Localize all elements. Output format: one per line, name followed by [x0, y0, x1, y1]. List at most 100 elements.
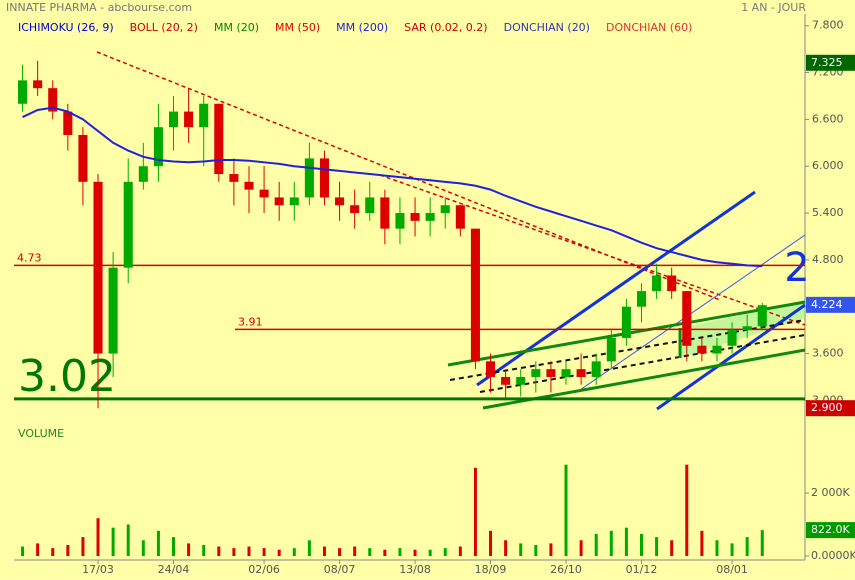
price-tag-label: 7.325	[811, 56, 843, 69]
volume-bar	[428, 549, 432, 556]
x-tick-label: 24/04	[158, 563, 190, 576]
level-label: 3.91	[238, 315, 263, 328]
candle-body	[244, 181, 254, 190]
volume-bar	[21, 546, 25, 556]
candle-body	[667, 275, 677, 292]
candle-body	[229, 174, 239, 182]
volume-bar	[141, 540, 145, 556]
trend-line	[379, 174, 806, 326]
volume-bar	[534, 544, 538, 556]
trend-line	[656, 303, 806, 411]
x-tick-label: 13/08	[399, 563, 431, 576]
candle-body	[63, 111, 73, 135]
candle-body	[621, 306, 631, 338]
candle-body	[184, 111, 194, 128]
x-tick-label: 26/10	[550, 563, 582, 576]
candle-body	[335, 197, 345, 206]
volume-bar	[473, 467, 477, 556]
legend-entry: SAR (0.02, 0.2)	[404, 21, 487, 34]
legend-entry: DONCHIAN (60)	[606, 21, 692, 34]
volume-bar	[549, 543, 553, 556]
y-tick-label: 4.800	[812, 253, 844, 266]
candle-body	[153, 127, 163, 167]
volume-bar	[519, 543, 523, 556]
candle-body	[501, 376, 511, 385]
candle-body	[199, 103, 209, 128]
volume-bar	[715, 540, 719, 556]
candle-body	[123, 181, 133, 268]
volume-bar	[322, 546, 326, 556]
volume-bar	[383, 549, 387, 556]
volume-bar	[670, 540, 674, 556]
candle-body	[319, 158, 329, 198]
x-tick-label: 02/06	[248, 563, 280, 576]
volume-bar	[217, 546, 221, 556]
x-tick-label: 08/01	[716, 563, 748, 576]
volume-bar	[609, 530, 613, 556]
candle-body	[93, 181, 103, 354]
volume-bar	[232, 548, 236, 556]
volume-bar	[594, 533, 598, 556]
volume-bar	[111, 527, 115, 556]
volume-bar	[202, 544, 206, 556]
volume-bar	[489, 530, 493, 556]
candle-body	[576, 369, 586, 377]
volume-bar	[685, 464, 689, 556]
candle-body	[304, 158, 314, 198]
volume-bar	[66, 544, 70, 556]
candle-body	[591, 361, 601, 377]
candle-body	[470, 228, 480, 362]
legend-entry: ICHIMOKU (26, 9)	[18, 21, 114, 34]
candle-body	[78, 134, 88, 182]
candle-body	[365, 197, 375, 214]
volume-bar	[760, 530, 764, 556]
candle-body	[652, 275, 662, 292]
candle-body	[214, 103, 224, 175]
candle-body	[18, 80, 28, 104]
trend-line	[479, 334, 806, 393]
trend-line	[579, 234, 806, 391]
volume-bar	[187, 543, 191, 556]
price-tag	[806, 522, 855, 539]
candle-body	[410, 213, 420, 221]
candle-body	[561, 369, 571, 377]
volume-bar	[51, 548, 55, 556]
candle-body	[48, 88, 58, 112]
candle-body	[108, 267, 118, 354]
candle-body	[440, 205, 450, 214]
volume-bar	[81, 537, 85, 556]
volume-bar	[413, 549, 417, 556]
candle-body	[425, 213, 435, 221]
volume-bar	[353, 546, 357, 556]
volume-bar	[564, 464, 568, 556]
level-label: 4.73	[17, 251, 42, 264]
volume-bar	[368, 548, 372, 556]
candle-body	[455, 205, 465, 229]
legend-entry: MM (50)	[275, 21, 320, 34]
volume-bar	[247, 546, 251, 556]
x-tick-label: 18/09	[475, 563, 507, 576]
volume-bar	[172, 537, 176, 556]
candle-body	[350, 205, 360, 214]
volume-bar	[443, 548, 447, 556]
candle-body	[636, 291, 647, 307]
volume-bar	[262, 548, 266, 556]
level-label: 3.02	[18, 351, 116, 402]
volume-bar	[36, 543, 40, 556]
candle-body	[516, 376, 526, 385]
price-tag	[806, 400, 855, 417]
y-tick-label: 3.600	[812, 347, 844, 360]
candle-body	[697, 345, 707, 354]
y-tick-label: 6.000	[812, 159, 844, 172]
volume-bar	[307, 540, 311, 556]
candle-body	[742, 326, 752, 331]
volume-bar	[338, 548, 342, 556]
y-tick-label: 0.0000K	[811, 549, 855, 562]
price-tag-label: 4.224	[811, 298, 843, 311]
volume-bar	[730, 543, 734, 556]
volume-bar	[655, 537, 659, 556]
y-tick-label: 6.600	[812, 112, 844, 125]
annotation: 2	[784, 245, 809, 291]
